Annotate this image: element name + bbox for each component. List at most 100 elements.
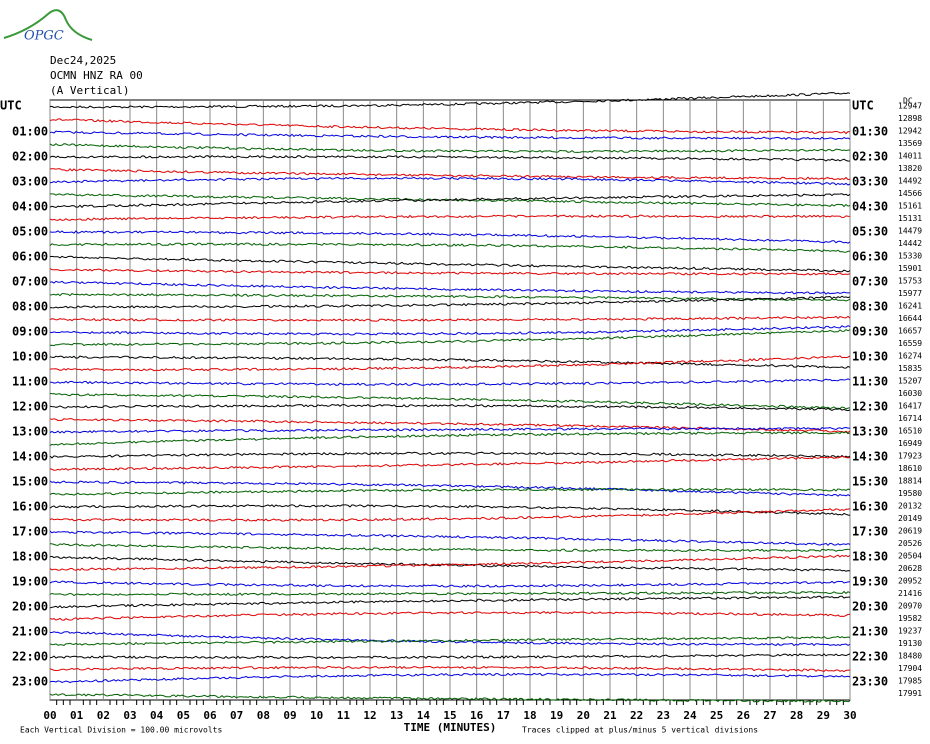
dc-value: 16714 — [898, 414, 922, 423]
x-tick-label: 18 — [523, 709, 536, 722]
x-tick-label: 26 — [737, 709, 751, 722]
dc-value: 20952 — [898, 577, 922, 586]
right-label: 22:30 — [852, 650, 888, 664]
x-tick-label: 28 — [790, 709, 803, 722]
trace — [49, 543, 851, 553]
right-label: 02:30 — [852, 150, 888, 164]
dc-value: 17991 — [898, 689, 922, 698]
trace — [49, 280, 850, 295]
trace — [49, 504, 851, 516]
trace — [49, 355, 851, 369]
dc-value: 14011 — [898, 152, 922, 161]
trace — [49, 255, 851, 273]
x-tick-label: 06 — [203, 709, 217, 722]
dc-value: 20132 — [898, 502, 922, 511]
right-label: 08:30 — [852, 300, 888, 314]
dc-value: 15330 — [898, 252, 922, 261]
dc-value: 12942 — [898, 127, 922, 136]
trace — [49, 653, 851, 660]
x-tick-label: 25 — [710, 709, 723, 722]
trace — [49, 480, 851, 497]
right-label: 07:30 — [852, 275, 888, 289]
trace — [49, 403, 851, 412]
right-label: 18:30 — [852, 550, 888, 564]
dc-value: 21416 — [898, 589, 922, 598]
trace — [49, 295, 851, 309]
right-label: 10:30 — [852, 350, 888, 364]
trace — [49, 580, 851, 588]
x-tick-label: 03 — [123, 709, 136, 722]
dc-value: 16644 — [898, 314, 922, 323]
left-label: 01:00 — [12, 125, 48, 139]
dc-value: 15207 — [898, 377, 922, 386]
trace — [49, 590, 851, 597]
trace — [49, 325, 851, 336]
right-label: 15:30 — [852, 475, 888, 489]
trace — [49, 92, 851, 109]
component: (A Vertical) — [50, 84, 129, 97]
x-tick-label: 02 — [97, 709, 110, 722]
x-tick-label: 29 — [817, 709, 830, 722]
dc-value: 20970 — [898, 602, 922, 611]
left-label: 06:00 — [12, 250, 48, 264]
x-tick-label: 15 — [443, 709, 456, 722]
trace — [49, 355, 851, 372]
dc-value: 15753 — [898, 277, 922, 286]
x-tick-label: 11 — [337, 709, 351, 722]
left-label: 12:00 — [12, 400, 48, 414]
x-tick-label: 22 — [630, 709, 643, 722]
trace — [49, 635, 851, 646]
dc-value: 19580 — [898, 489, 922, 498]
trace — [49, 508, 851, 522]
trace — [49, 143, 851, 153]
dc-value: 16510 — [898, 427, 922, 436]
trace — [49, 665, 851, 673]
dc-value: 15977 — [898, 289, 922, 298]
right-label: 16:30 — [852, 500, 888, 514]
right-label: 19:30 — [852, 575, 888, 589]
left-label: 16:00 — [12, 500, 48, 514]
trace — [49, 293, 851, 302]
right-label: 17:30 — [852, 525, 888, 539]
x-tick-label: 08 — [257, 709, 270, 722]
dc-value: 18480 — [898, 652, 922, 661]
dc-value: 14442 — [898, 239, 922, 248]
dc-value: 20619 — [898, 527, 922, 536]
dc-value: 14479 — [898, 227, 922, 236]
footer-right: Traces clipped at plus/minus 5 vertical … — [522, 726, 758, 735]
right-label: 20:30 — [852, 600, 888, 614]
right-label: 11:30 — [852, 375, 888, 389]
dc-value: 17923 — [898, 452, 922, 461]
trace — [49, 455, 851, 471]
dc-value: 16657 — [898, 327, 922, 336]
left-label: UTC — [0, 99, 22, 113]
dc-value: 14492 — [898, 177, 922, 186]
dc-value: 16241 — [898, 302, 922, 311]
right-label: 04:30 — [852, 200, 888, 214]
x-tick-label: 12 — [363, 709, 376, 722]
right-label: 14:30 — [852, 450, 888, 464]
x-tick-label: 01 — [70, 709, 84, 722]
x-tick-label: 04 — [150, 709, 164, 722]
left-label: 10:00 — [12, 350, 48, 364]
x-axis-label: TIME (MINUTES) — [404, 721, 497, 734]
dc-value: 20628 — [898, 564, 922, 573]
left-label: 08:00 — [12, 300, 48, 314]
x-tick-label: 13 — [390, 709, 403, 722]
trace — [49, 268, 851, 276]
trace — [49, 230, 851, 244]
dc-value: 19130 — [898, 639, 922, 648]
left-label: 21:00 — [12, 625, 48, 639]
logo: OPGC — [24, 29, 64, 44]
trace — [49, 328, 851, 347]
x-tick-label: 07 — [230, 709, 243, 722]
left-label: 05:00 — [12, 225, 48, 239]
station: OCMN HNZ RA 00 — [50, 69, 143, 82]
trace — [49, 693, 851, 703]
dc-header: DC — [903, 97, 913, 106]
dc-value: 12898 — [898, 114, 922, 123]
trace — [49, 530, 851, 546]
dc-value: 15131 — [898, 214, 922, 223]
trace — [49, 611, 850, 621]
